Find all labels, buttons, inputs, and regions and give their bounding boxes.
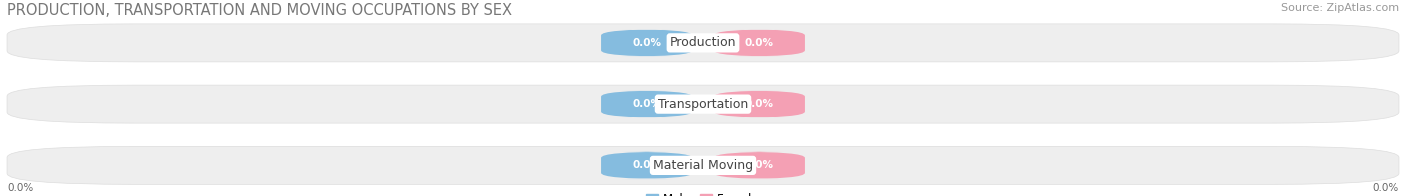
Text: 0.0%: 0.0% bbox=[633, 160, 661, 170]
Text: Production: Production bbox=[669, 36, 737, 49]
Text: 0.0%: 0.0% bbox=[1372, 183, 1399, 193]
Text: 0.0%: 0.0% bbox=[745, 38, 773, 48]
FancyBboxPatch shape bbox=[602, 91, 693, 118]
Text: 0.0%: 0.0% bbox=[633, 99, 661, 109]
Text: Material Moving: Material Moving bbox=[652, 159, 754, 172]
Text: Source: ZipAtlas.com: Source: ZipAtlas.com bbox=[1281, 3, 1399, 13]
Text: 0.0%: 0.0% bbox=[745, 99, 773, 109]
Legend: Male, Female: Male, Female bbox=[647, 193, 759, 196]
FancyBboxPatch shape bbox=[602, 152, 693, 179]
FancyBboxPatch shape bbox=[713, 152, 806, 179]
Text: 0.0%: 0.0% bbox=[633, 38, 661, 48]
FancyBboxPatch shape bbox=[713, 29, 806, 56]
Text: PRODUCTION, TRANSPORTATION AND MOVING OCCUPATIONS BY SEX: PRODUCTION, TRANSPORTATION AND MOVING OC… bbox=[7, 3, 512, 18]
FancyBboxPatch shape bbox=[713, 91, 806, 118]
Text: 0.0%: 0.0% bbox=[7, 183, 34, 193]
FancyBboxPatch shape bbox=[7, 85, 1399, 123]
Text: Transportation: Transportation bbox=[658, 98, 748, 111]
FancyBboxPatch shape bbox=[7, 146, 1399, 184]
FancyBboxPatch shape bbox=[7, 24, 1399, 62]
Text: 0.0%: 0.0% bbox=[745, 160, 773, 170]
FancyBboxPatch shape bbox=[602, 29, 693, 56]
